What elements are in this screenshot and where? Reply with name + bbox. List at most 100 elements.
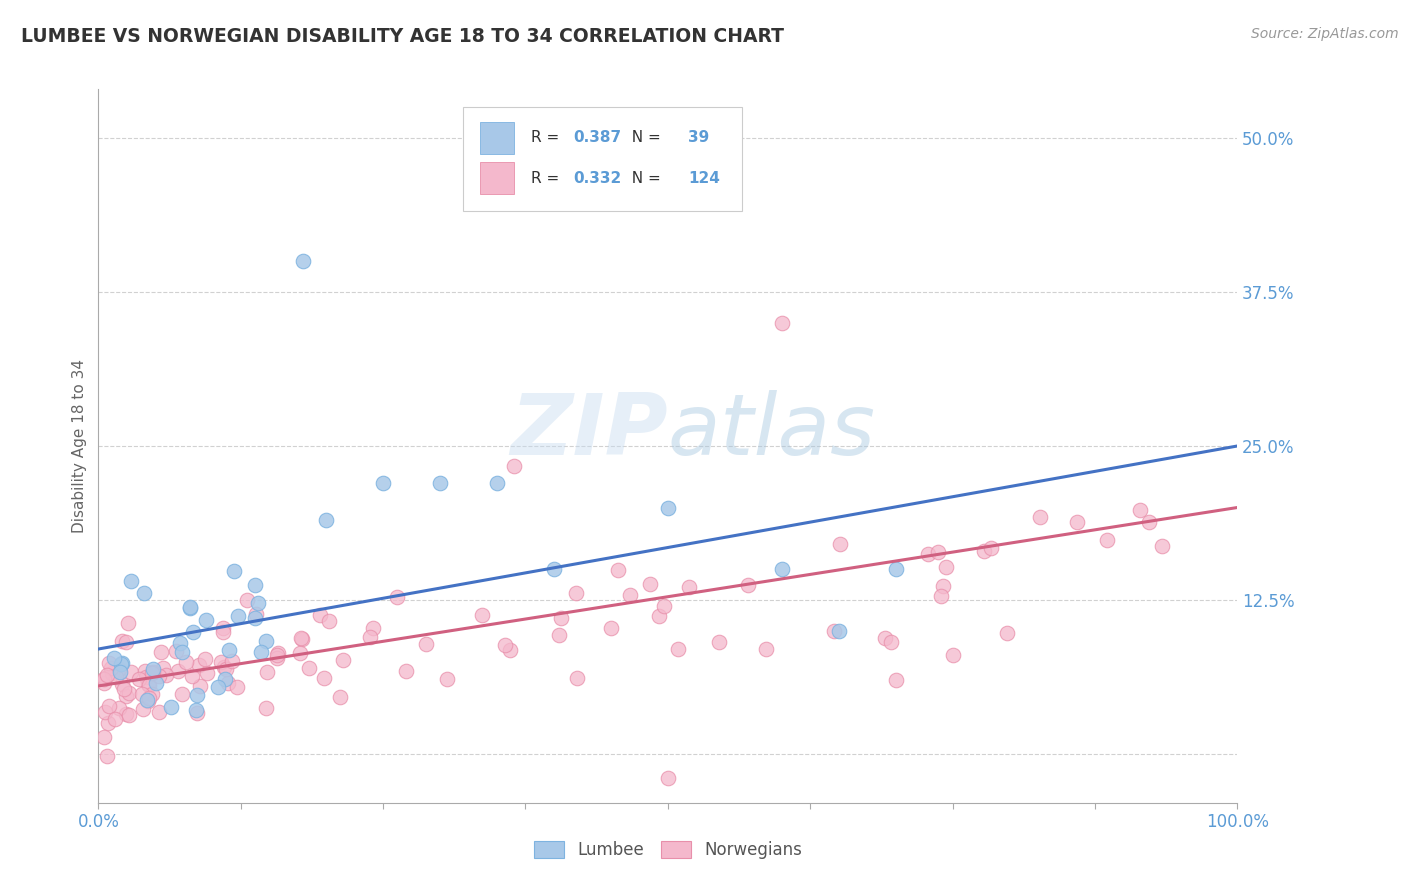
Point [652, 599, 675, 613]
Point [96, 748, 118, 763]
Point [385, 590, 408, 604]
Y-axis label: Disability Age 18 to 34: Disability Age 18 to 34 [72, 359, 87, 533]
Point [828, 624, 851, 638]
Point [152, 661, 174, 675]
Point [884, 673, 907, 687]
Point [142, 665, 165, 679]
Point [132, 702, 155, 716]
Text: N =: N = [623, 130, 666, 145]
Point [187, 657, 209, 672]
Point [155, 667, 177, 681]
Point [128, 672, 150, 686]
Point [371, 475, 394, 490]
Point [995, 626, 1018, 640]
Point [236, 593, 259, 607]
Point [108, 662, 131, 676]
Point [318, 614, 340, 628]
Point [247, 596, 270, 610]
Point [141, 687, 163, 701]
Text: R =: R = [531, 171, 564, 186]
Point [638, 576, 661, 591]
Text: atlas: atlas [668, 390, 876, 474]
Point [395, 664, 418, 678]
Point [181, 624, 204, 639]
Point [226, 609, 249, 624]
Point [195, 665, 218, 680]
Point [1066, 515, 1088, 529]
Point [648, 609, 671, 624]
Point [212, 621, 235, 635]
Point [550, 611, 572, 625]
Point [980, 541, 1002, 555]
Point [429, 475, 451, 490]
Point [565, 586, 588, 600]
Point [170, 687, 193, 701]
Point [108, 701, 131, 715]
Point [315, 513, 337, 527]
Point [148, 705, 170, 719]
Point [217, 676, 239, 690]
Point [166, 664, 188, 678]
Point [207, 680, 229, 694]
Point [96, 668, 118, 682]
Point [657, 500, 679, 515]
Point [226, 680, 249, 694]
Point [290, 631, 312, 645]
Point [112, 681, 135, 696]
Point [174, 655, 197, 669]
Point [142, 662, 165, 676]
Point [138, 677, 160, 691]
Point [110, 677, 132, 691]
Point [120, 665, 142, 679]
Point [243, 578, 266, 592]
Point [212, 624, 235, 639]
Point [1029, 510, 1052, 524]
Point [170, 645, 193, 659]
Point [131, 687, 153, 701]
Point [145, 676, 167, 690]
Point [678, 580, 700, 594]
Point [218, 643, 240, 657]
Text: 39: 39 [689, 130, 710, 145]
Point [169, 636, 191, 650]
Point [250, 645, 273, 659]
Point [159, 700, 181, 714]
Point [184, 703, 207, 717]
Point [634, 131, 657, 145]
Point [830, 537, 852, 551]
Point [179, 601, 201, 615]
Point [118, 708, 141, 723]
Point [297, 660, 319, 674]
Point [93, 730, 115, 744]
Point [135, 670, 157, 684]
Point [118, 685, 141, 699]
Point [136, 694, 159, 708]
Point [110, 633, 132, 648]
Point [115, 706, 138, 721]
Point [332, 653, 354, 667]
Point [115, 690, 138, 704]
Point [97, 716, 120, 731]
Point [138, 690, 160, 705]
Point [935, 559, 957, 574]
Point [927, 545, 949, 559]
Point [314, 671, 336, 685]
Point [1150, 539, 1173, 553]
Point [931, 579, 953, 593]
Point [110, 657, 132, 672]
Point [917, 547, 939, 561]
Point [115, 635, 138, 649]
Point [148, 669, 170, 683]
Point [567, 671, 589, 685]
Point [194, 613, 217, 627]
Point [243, 611, 266, 625]
Point [117, 615, 139, 630]
Legend: Lumbee, Norwegians: Lumbee, Norwegians [527, 834, 808, 866]
Point [471, 607, 494, 622]
Point [770, 316, 793, 330]
Point [186, 688, 208, 702]
Point [209, 655, 232, 669]
Point [256, 665, 278, 680]
Point [309, 608, 332, 623]
Point [1129, 503, 1152, 517]
